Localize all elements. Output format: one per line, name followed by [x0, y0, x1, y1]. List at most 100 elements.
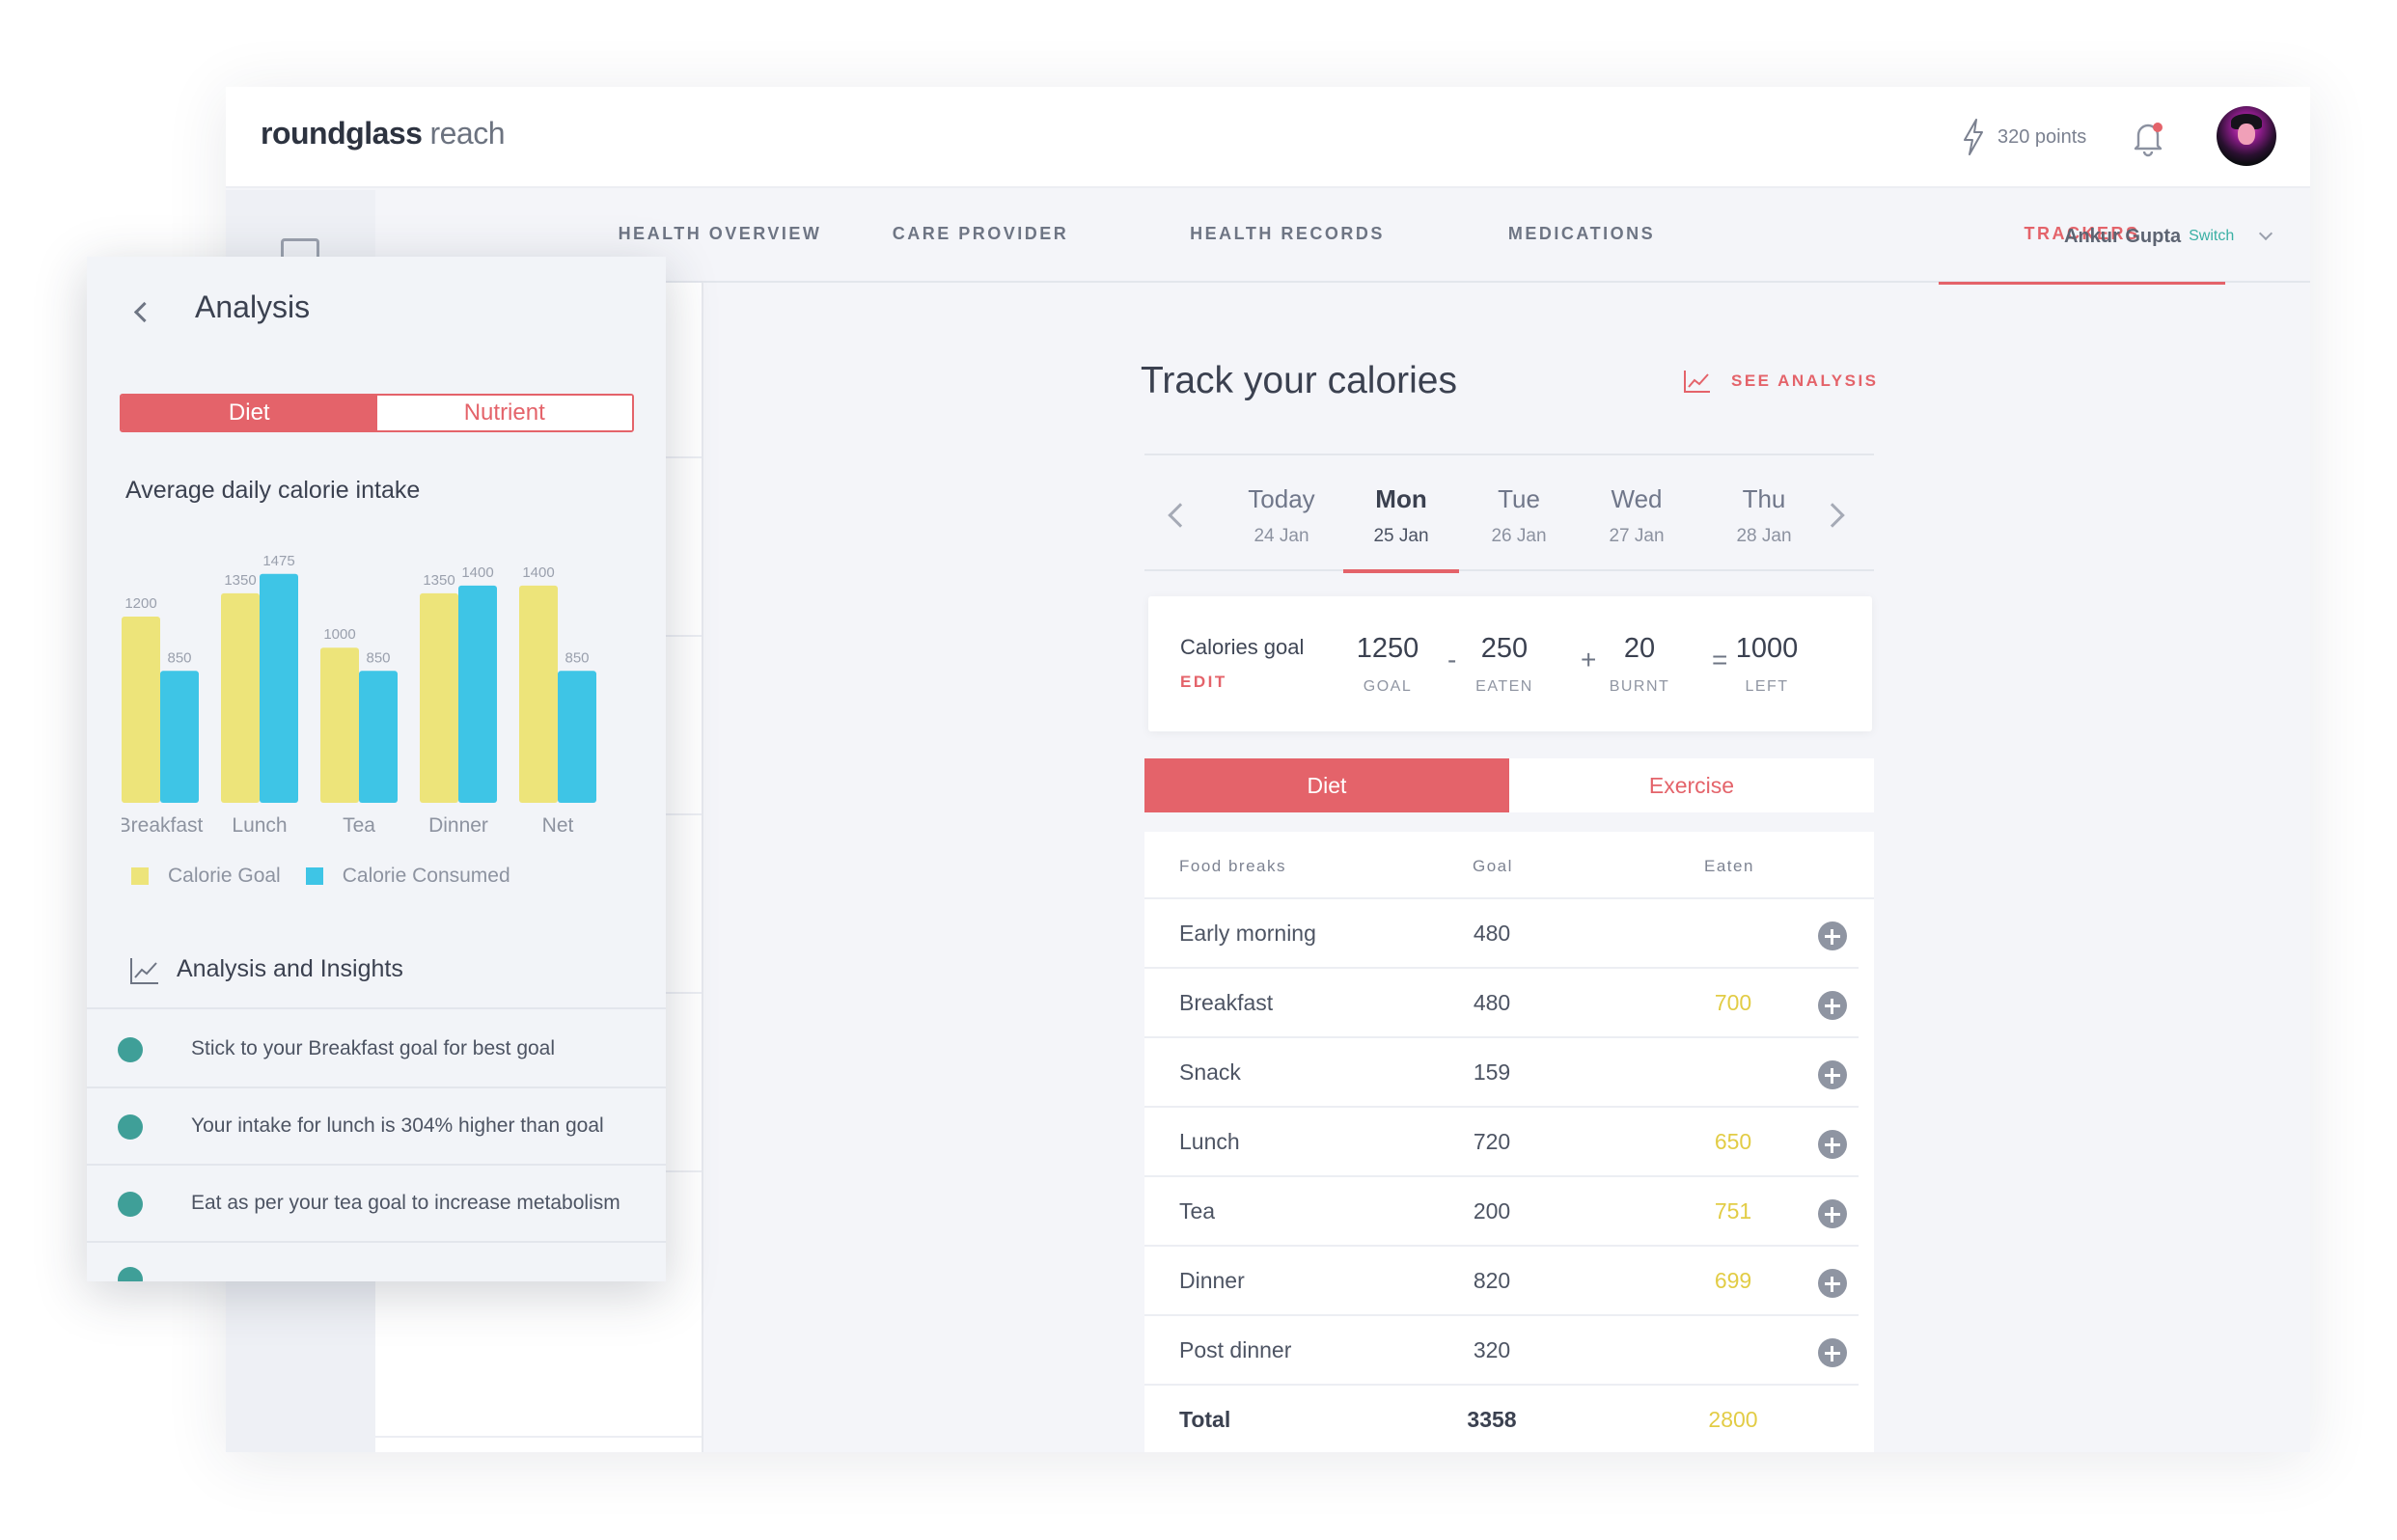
- day-wed[interactable]: Wed 27 Jan: [1609, 484, 1665, 546]
- insight-dot-icon: [118, 1192, 143, 1217]
- bar-dinner-goal: [420, 592, 458, 803]
- bar-net-goal: [519, 585, 558, 803]
- edit-goal-button[interactable]: EDIT: [1180, 673, 1227, 691]
- chart-line-icon: [1684, 371, 1710, 393]
- add-food-icon[interactable]: [1818, 1269, 1847, 1298]
- add-food-icon[interactable]: [1818, 921, 1847, 950]
- analysis-title: Analysis: [195, 289, 311, 324]
- chevron-right-icon[interactable]: [1820, 503, 1845, 528]
- profile-name: Ankur Gupta: [2064, 225, 2182, 247]
- day-mon[interactable]: Mon 25 Jan: [1343, 484, 1459, 573]
- plus-sign: +: [1581, 645, 1597, 674]
- table-total-row: Total 3358 2800: [1179, 1407, 1758, 1432]
- legend-calorie-goal: Calorie Goal: [168, 865, 281, 887]
- insight-item[interactable]: [87, 1243, 666, 1281]
- insight-item[interactable]: Eat as per your tea goal to increase met…: [87, 1166, 666, 1243]
- data-label: 1350: [423, 572, 455, 589]
- table-header: Food breaks Goal Eaten: [1144, 832, 1874, 899]
- logo-bold: roundglass: [261, 116, 423, 151]
- day-tue[interactable]: Tue 26 Jan: [1491, 484, 1547, 546]
- table-row: Post dinner 320: [1144, 1316, 1859, 1386]
- exercise-tab[interactable]: Exercise: [1509, 758, 1874, 812]
- logo[interactable]: roundglass reach: [261, 116, 506, 151]
- bar-tea-goal: [320, 647, 359, 803]
- table-row: Dinner 820 699: [1144, 1247, 1859, 1316]
- insight-dot-icon: [118, 1267, 143, 1281]
- add-food-icon[interactable]: [1818, 1130, 1847, 1159]
- tab-care-provider[interactable]: CARE PROVIDER: [892, 224, 1069, 243]
- chevron-left-icon[interactable]: [1168, 503, 1193, 528]
- add-food-icon[interactable]: [1818, 1060, 1847, 1089]
- bell-icon[interactable]: [2131, 119, 2165, 157]
- chart-title: Average daily calorie intake: [125, 477, 421, 504]
- col-goal: Goal: [1473, 857, 1513, 875]
- tab-medications[interactable]: MEDICATIONS: [1507, 224, 1656, 243]
- insights-title: Analysis and Insights: [177, 955, 403, 982]
- logo-light: reach: [429, 116, 506, 151]
- food-table: Food breaks Goal Eaten Early morning 480 …: [1144, 832, 1874, 1452]
- insight-dot-icon: [118, 1037, 143, 1062]
- category-label: Net: [542, 814, 574, 837]
- data-label: 850: [366, 649, 390, 666]
- goal-value: 1250 GOAL: [1356, 633, 1419, 695]
- table-row: Snack 159: [1144, 1038, 1859, 1108]
- data-label: 850: [565, 649, 589, 666]
- data-label: 1475: [262, 553, 294, 569]
- date-selector: Today 24 Jan Mon 25 Jan Tue 26 Jan Wed 27 Ja…: [1144, 454, 1874, 573]
- top-bar: roundglass reach 320 points: [226, 87, 2310, 188]
- bar-dinner-consumed: [458, 585, 497, 803]
- add-food-icon[interactable]: [1818, 1199, 1847, 1228]
- day-today[interactable]: Today 24 Jan: [1248, 484, 1315, 546]
- lightning-icon: [1964, 119, 1983, 155]
- chevron-down-icon: [2259, 226, 2273, 241]
- data-label: 1350: [224, 572, 256, 589]
- diet-tab[interactable]: Diet: [1144, 758, 1509, 812]
- diet-exercise-toggle: Diet Exercise: [1144, 758, 1874, 812]
- profile-switcher[interactable]: Ankur Gupta Switch: [2064, 190, 2273, 283]
- tab-health-records[interactable]: HEALTH RECORDS: [1190, 224, 1385, 243]
- table-row: Tea 200 751: [1144, 1177, 1859, 1247]
- avatar[interactable]: [2217, 106, 2276, 166]
- points-text: 320 points: [1998, 125, 2087, 148]
- chart-line-icon: [130, 958, 158, 984]
- minus-sign: -: [1447, 645, 1457, 674]
- table-row: Early morning 480: [1144, 899, 1859, 969]
- bar-breakfast-consumed: [160, 671, 199, 803]
- chart-legend: Calorie Goal Calorie Consumed: [131, 865, 510, 888]
- category-label: Lunch: [232, 814, 287, 837]
- add-food-icon[interactable]: [1818, 1338, 1847, 1367]
- left-value: 1000 LEFT: [1735, 633, 1799, 695]
- insight-item[interactable]: Your intake for lunch is 304% higher tha…: [87, 1088, 666, 1166]
- day-thu[interactable]: Thu 28 Jan: [1736, 484, 1792, 546]
- category-label: Tea: [343, 814, 375, 837]
- tab-health-overview[interactable]: HEALTH OVERVIEW: [618, 224, 822, 243]
- tab-trackers[interactable]: TRACKERS: [1939, 190, 2225, 285]
- table-row: Lunch 720 650: [1144, 1108, 1859, 1177]
- profile-switch-link[interactable]: Switch: [2189, 228, 2235, 244]
- insight-item[interactable]: Stick to your Breakfast goal for best go…: [87, 1011, 666, 1088]
- add-food-icon[interactable]: [1818, 991, 1847, 1020]
- bar-tea-consumed: [359, 671, 398, 803]
- insight-dot-icon: [118, 1114, 143, 1140]
- category-label: Dinner: [428, 814, 488, 837]
- bar-breakfast-goal: [122, 617, 160, 803]
- calories-goal-label: Calories goal: [1180, 635, 1305, 659]
- calorie-bar-chart: 1200 850 Breakfast 1350 1475 Lunch 1000 850 Tea 1…: [122, 553, 596, 837]
- equals-sign: =: [1712, 645, 1728, 674]
- points-display[interactable]: 320 points: [1961, 116, 2086, 158]
- analysis-panel: Analysis Diet Nutrient Average daily cal…: [87, 257, 666, 1281]
- eaten-value: 250 EATEN: [1475, 633, 1533, 695]
- burnt-value: 20 BURNT: [1609, 633, 1670, 695]
- see-analysis-button[interactable]: SEE ANALYSIS: [1683, 369, 1879, 394]
- col-eaten: Eaten: [1704, 857, 1754, 875]
- back-chevron-icon[interactable]: [133, 301, 155, 323]
- legend-swatch-goal: [131, 867, 149, 885]
- table-row: Breakfast 480 700: [1144, 969, 1859, 1038]
- nutrient-segment[interactable]: Nutrient: [376, 396, 632, 430]
- bar-net-consumed: [558, 671, 596, 803]
- diet-segment[interactable]: Diet: [122, 396, 377, 430]
- bar-lunch-consumed: [260, 573, 298, 803]
- nav-tabs: HEALTH OVERVIEW CARE PROVIDER HEALTH REC…: [375, 190, 2310, 285]
- legend-swatch-consumed: [305, 867, 323, 885]
- data-label: 1400: [522, 564, 554, 581]
